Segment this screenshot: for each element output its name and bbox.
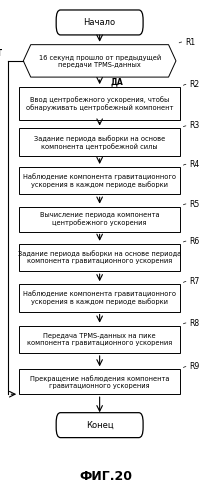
FancyBboxPatch shape (56, 413, 143, 438)
FancyBboxPatch shape (19, 207, 180, 232)
Text: НЕТ: НЕТ (0, 49, 2, 58)
Text: Прекращение наблюдения компонента
гравитационного ускорения: Прекращение наблюдения компонента гравит… (30, 375, 169, 389)
Text: Задание периода выборки на основе
компонента центробежной силы: Задание периода выборки на основе компон… (34, 135, 165, 150)
FancyBboxPatch shape (56, 10, 143, 35)
Text: R5: R5 (190, 200, 200, 209)
Text: Ввод центробежного ускорения, чтобы
обнаруживать центробежный компонент: Ввод центробежного ускорения, чтобы обна… (26, 96, 173, 111)
Text: R3: R3 (190, 121, 200, 131)
Text: ДА: ДА (110, 77, 123, 87)
Text: ФИГ.20: ФИГ.20 (80, 470, 132, 483)
Text: Конец: Конец (86, 421, 113, 430)
Polygon shape (23, 45, 176, 77)
FancyBboxPatch shape (19, 87, 180, 120)
FancyBboxPatch shape (19, 244, 180, 271)
Text: Передача TPMS-данных на пике
компонента гравитационного ускорения: Передача TPMS-данных на пике компонента … (27, 333, 172, 346)
Text: 16 секунд прошло от предыдущей
передачи TPMS-данных: 16 секунд прошло от предыдущей передачи … (39, 54, 161, 68)
FancyBboxPatch shape (19, 167, 180, 195)
FancyBboxPatch shape (19, 128, 180, 156)
Text: R2: R2 (190, 80, 200, 89)
Text: Задание периода выборки на основе периода
компонента гравитационного ускорения: Задание периода выборки на основе период… (18, 250, 181, 264)
Text: R4: R4 (190, 160, 200, 169)
FancyBboxPatch shape (19, 284, 180, 311)
Text: R1: R1 (186, 37, 196, 47)
FancyBboxPatch shape (19, 326, 180, 353)
Text: R8: R8 (190, 318, 200, 328)
Text: R6: R6 (190, 237, 200, 246)
Text: Наблюдение компонента гравитационного
ускорения в каждом периоде выборки: Наблюдение компонента гравитационного ус… (23, 173, 176, 188)
Text: R9: R9 (190, 362, 200, 371)
Text: Начало: Начало (84, 18, 116, 27)
Text: Наблюдение компонента гравитационного
ускорения в каждом периоде выборки: Наблюдение компонента гравитационного ус… (23, 290, 176, 305)
Text: Вычисление периода компонента
центробежного ускорения: Вычисление периода компонента центробежн… (40, 212, 159, 226)
Text: R7: R7 (190, 277, 200, 286)
FancyBboxPatch shape (19, 369, 180, 394)
